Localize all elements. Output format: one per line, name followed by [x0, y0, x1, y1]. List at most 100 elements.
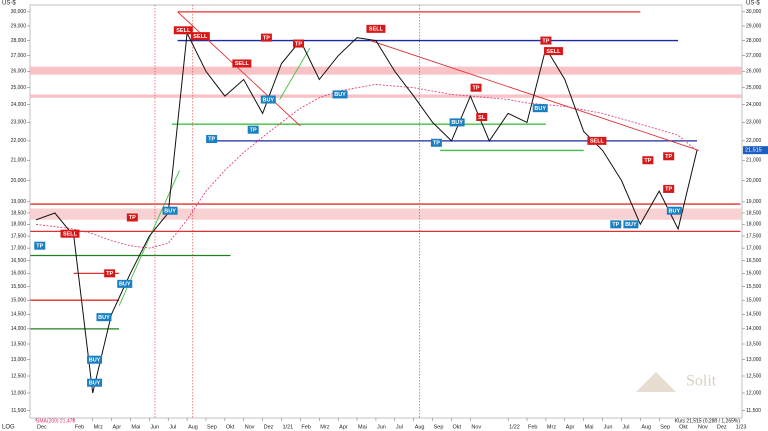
y-tick-label: 25,000: [746, 85, 762, 91]
signal-badge: TP: [430, 138, 442, 147]
y-tick-label: 15,000: [11, 298, 27, 304]
signal-badge: BUY: [666, 206, 682, 215]
last-price-label: 21,515: [745, 148, 762, 154]
signal-label: SELL: [369, 27, 384, 33]
series-line: [35, 31, 698, 394]
x-tick-label: Dec: [37, 424, 47, 430]
signal-box: [247, 125, 259, 134]
y-tick-label: 14,500: [11, 312, 27, 318]
signal-badge: TP: [260, 33, 272, 42]
zone-band: [30, 66, 742, 75]
x-tick-label: Jun: [150, 424, 159, 430]
signal-label: TP: [250, 127, 257, 133]
signal-box: [87, 355, 103, 364]
x-tick-label: Jun: [377, 424, 386, 430]
y-tick-label: 14,000: [746, 326, 762, 332]
x-tick-label: 1/22: [509, 424, 520, 430]
signal-box: [34, 241, 46, 250]
signal-badge: BUY: [87, 355, 103, 364]
x-tick-label: Jun: [604, 424, 613, 430]
y-tick-label: 25,000: [11, 85, 27, 91]
signal-box: [87, 378, 103, 387]
y-tick-label: 22,000: [746, 138, 762, 144]
signal-box: [470, 83, 482, 92]
y-tick-label: 13,000: [11, 357, 27, 363]
x-tick-label: Feb: [75, 424, 84, 430]
signal-label: TP: [208, 137, 215, 143]
x-tick-label: Sep: [434, 424, 444, 430]
y-tick-label: 18,500: [746, 210, 762, 216]
series-line: [35, 83, 698, 249]
y-tick-label: 12,500: [746, 373, 762, 379]
signal-badge: BUY: [623, 220, 639, 229]
last-price-box: [743, 146, 768, 155]
signal-badge: BUY: [449, 118, 465, 127]
signal-label: BUY: [262, 97, 274, 103]
y-tick-label: 13,500: [11, 341, 27, 347]
zone-band: [30, 94, 742, 98]
y-tick-label: 24,000: [746, 102, 762, 108]
x-tick-label: Apr: [113, 424, 122, 430]
signal-box: [532, 104, 548, 113]
y-tick-label: 16,000: [11, 271, 27, 277]
signal-badge: TP: [206, 134, 218, 143]
signal-badge: TP: [293, 39, 305, 48]
x-tick-label: Feb: [528, 424, 537, 430]
x-tick-label: Dez: [264, 424, 274, 430]
signal-label: TP: [295, 41, 302, 47]
signal-box: [663, 152, 675, 161]
signal-label: TP: [36, 243, 43, 249]
signal-box: [366, 24, 386, 33]
y-tick-label: 24,000: [11, 102, 27, 108]
signal-box: [476, 113, 488, 122]
x-tick-label: Okt: [226, 424, 235, 430]
sma-footer: SMA(200) 21,478: [36, 418, 75, 424]
signal-box: [206, 134, 218, 143]
x-tick-label: Mrz: [547, 424, 556, 430]
y-tick-label: 22,000: [11, 138, 27, 144]
x-tick-label: 1/23: [736, 424, 747, 430]
signal-badge: BUY: [532, 104, 548, 113]
signal-box: [623, 220, 639, 229]
signal-label: TP: [665, 154, 672, 160]
signal-box: [543, 47, 563, 56]
y-tick-label: 28,000: [11, 38, 27, 44]
signal-badge: SELL: [232, 59, 252, 68]
signal-label: BUY: [98, 315, 110, 321]
y-tick-label: 23,000: [11, 120, 27, 126]
y-tick-label: 19,000: [746, 199, 762, 205]
y-tick-label: 29,000: [746, 23, 762, 29]
x-tick-label: Mrz: [94, 424, 103, 430]
signal-box: [60, 229, 80, 238]
signal-box: [332, 90, 348, 99]
x-tick-label: Nov: [245, 424, 255, 430]
y-tick-label: 14,500: [746, 312, 762, 318]
y-tick-label: 18,000: [746, 222, 762, 228]
signal-label: SELL: [590, 139, 605, 145]
y-tick-label: 28,000: [746, 38, 762, 44]
signal-box: [173, 26, 193, 35]
signal-badge: BUY: [87, 378, 103, 387]
y-tick-label: 30,000: [746, 9, 762, 15]
x-tick-label: Aug: [415, 424, 425, 430]
signal-badge: TP: [104, 269, 116, 278]
signal-badge: TP: [663, 184, 675, 193]
y-tick-label: 26,000: [746, 69, 762, 75]
signal-label: TP: [665, 187, 672, 193]
y-tick-label: 12,500: [11, 373, 27, 379]
signal-label: TP: [129, 215, 136, 221]
signal-label: SELL: [63, 231, 78, 237]
signal-badge: BUY: [96, 313, 112, 322]
signal-badge: TP: [610, 220, 622, 229]
signal-label: SL: [478, 115, 486, 121]
y-tick-label: 15,500: [746, 284, 762, 290]
unit-right: US-$: [746, 1, 760, 7]
signal-box: [610, 220, 622, 229]
signal-badge: TP: [247, 125, 259, 134]
signal-label: BUY: [451, 120, 463, 126]
x-tick-label: Nov: [471, 424, 481, 430]
signal-badge: TP: [663, 152, 675, 161]
y-tick-label: 16,500: [746, 258, 762, 264]
signal-label: BUY: [89, 380, 101, 386]
y-tick-label: 17,500: [746, 233, 762, 239]
